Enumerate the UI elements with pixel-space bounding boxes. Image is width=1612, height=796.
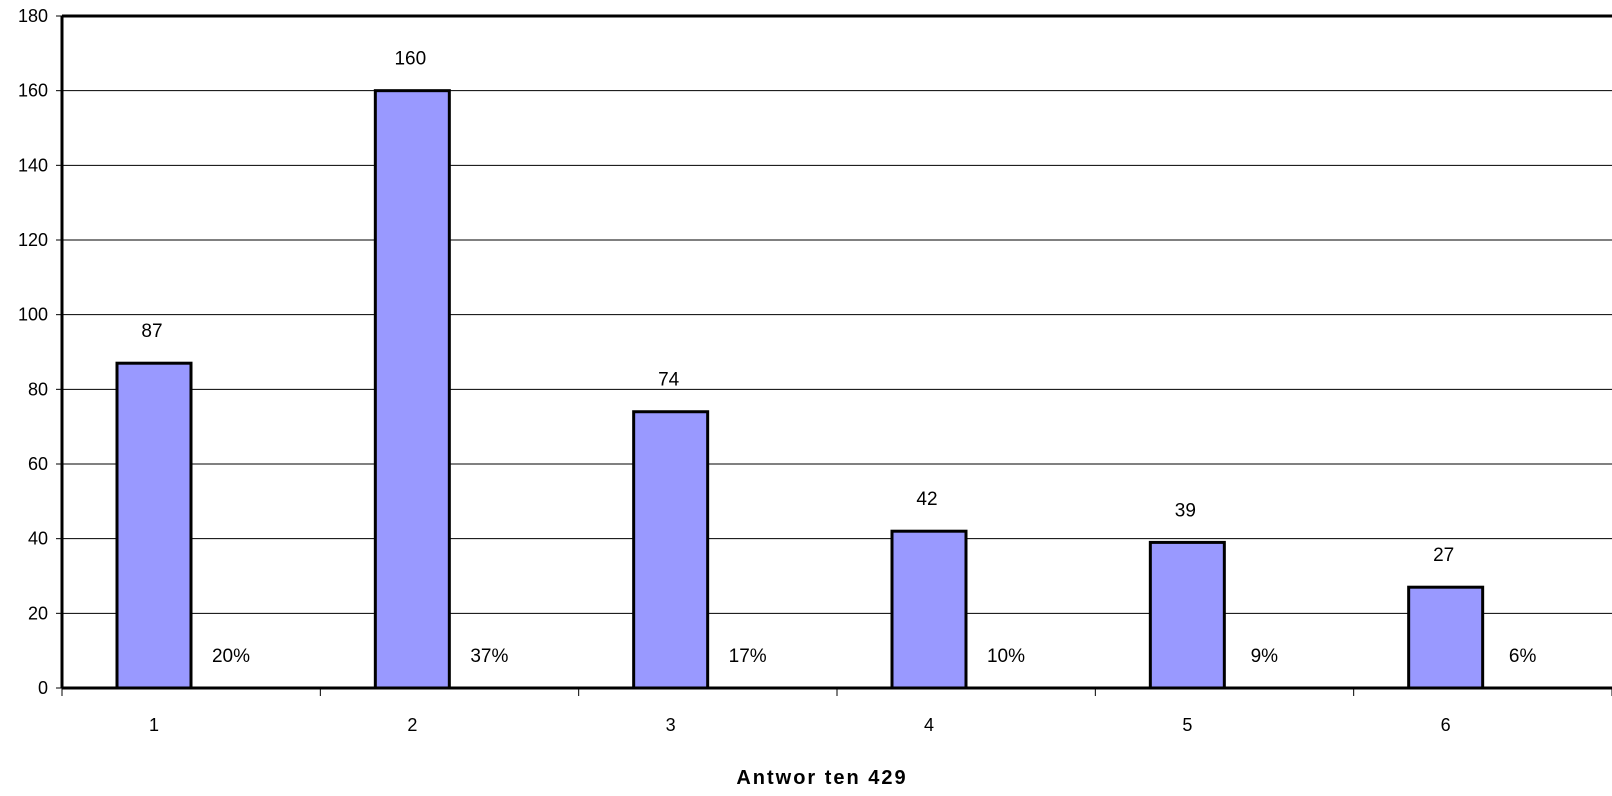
x-tick-label: 5	[1182, 715, 1192, 735]
y-tick-label: 140	[18, 155, 48, 175]
bar-value-label: 160	[394, 49, 426, 70]
labels: 0204060801001201401601808720%116037%2741…	[18, 6, 1537, 735]
x-tick-label: 2	[407, 715, 417, 735]
gridlines	[62, 90, 1612, 614]
bar	[1407, 585, 1485, 690]
x-axis-title: Antwor ten 429	[736, 767, 907, 789]
bar-value-label: 87	[141, 321, 162, 342]
x-tick-label: 4	[924, 715, 934, 735]
x-tick-label: 1	[149, 715, 159, 735]
bar-percent-label: 37%	[470, 646, 508, 667]
y-tick-label: 20	[28, 603, 48, 623]
bar-value-label: 39	[1175, 500, 1196, 521]
bar-value-label: 74	[658, 370, 680, 391]
bar-percent-label: 17%	[729, 646, 767, 667]
bar	[632, 410, 710, 690]
y-tick-label: 80	[28, 379, 48, 399]
bar-value-label: 27	[1433, 545, 1454, 566]
y-tick-label: 0	[38, 678, 48, 698]
y-tick-label: 120	[18, 230, 48, 250]
x-tick-label: 3	[666, 715, 676, 735]
bar-percent-label: 9%	[1251, 646, 1279, 667]
bar	[115, 361, 193, 690]
y-tick-label: 40	[28, 529, 48, 549]
bar	[373, 89, 451, 690]
bars	[115, 89, 1485, 690]
y-tick-label: 60	[28, 454, 48, 474]
axes	[56, 14, 1612, 696]
bar-percent-label: 6%	[1509, 646, 1537, 667]
y-tick-label: 180	[18, 6, 48, 26]
y-tick-label: 160	[18, 81, 48, 101]
y-tick-label: 100	[18, 305, 48, 325]
bar	[890, 529, 968, 690]
x-tick-label: 6	[1441, 715, 1451, 735]
bar	[1148, 540, 1226, 690]
bar-percent-label: 20%	[212, 646, 250, 667]
bar-percent-label: 10%	[987, 646, 1025, 667]
bar-value-label: 42	[916, 489, 937, 510]
